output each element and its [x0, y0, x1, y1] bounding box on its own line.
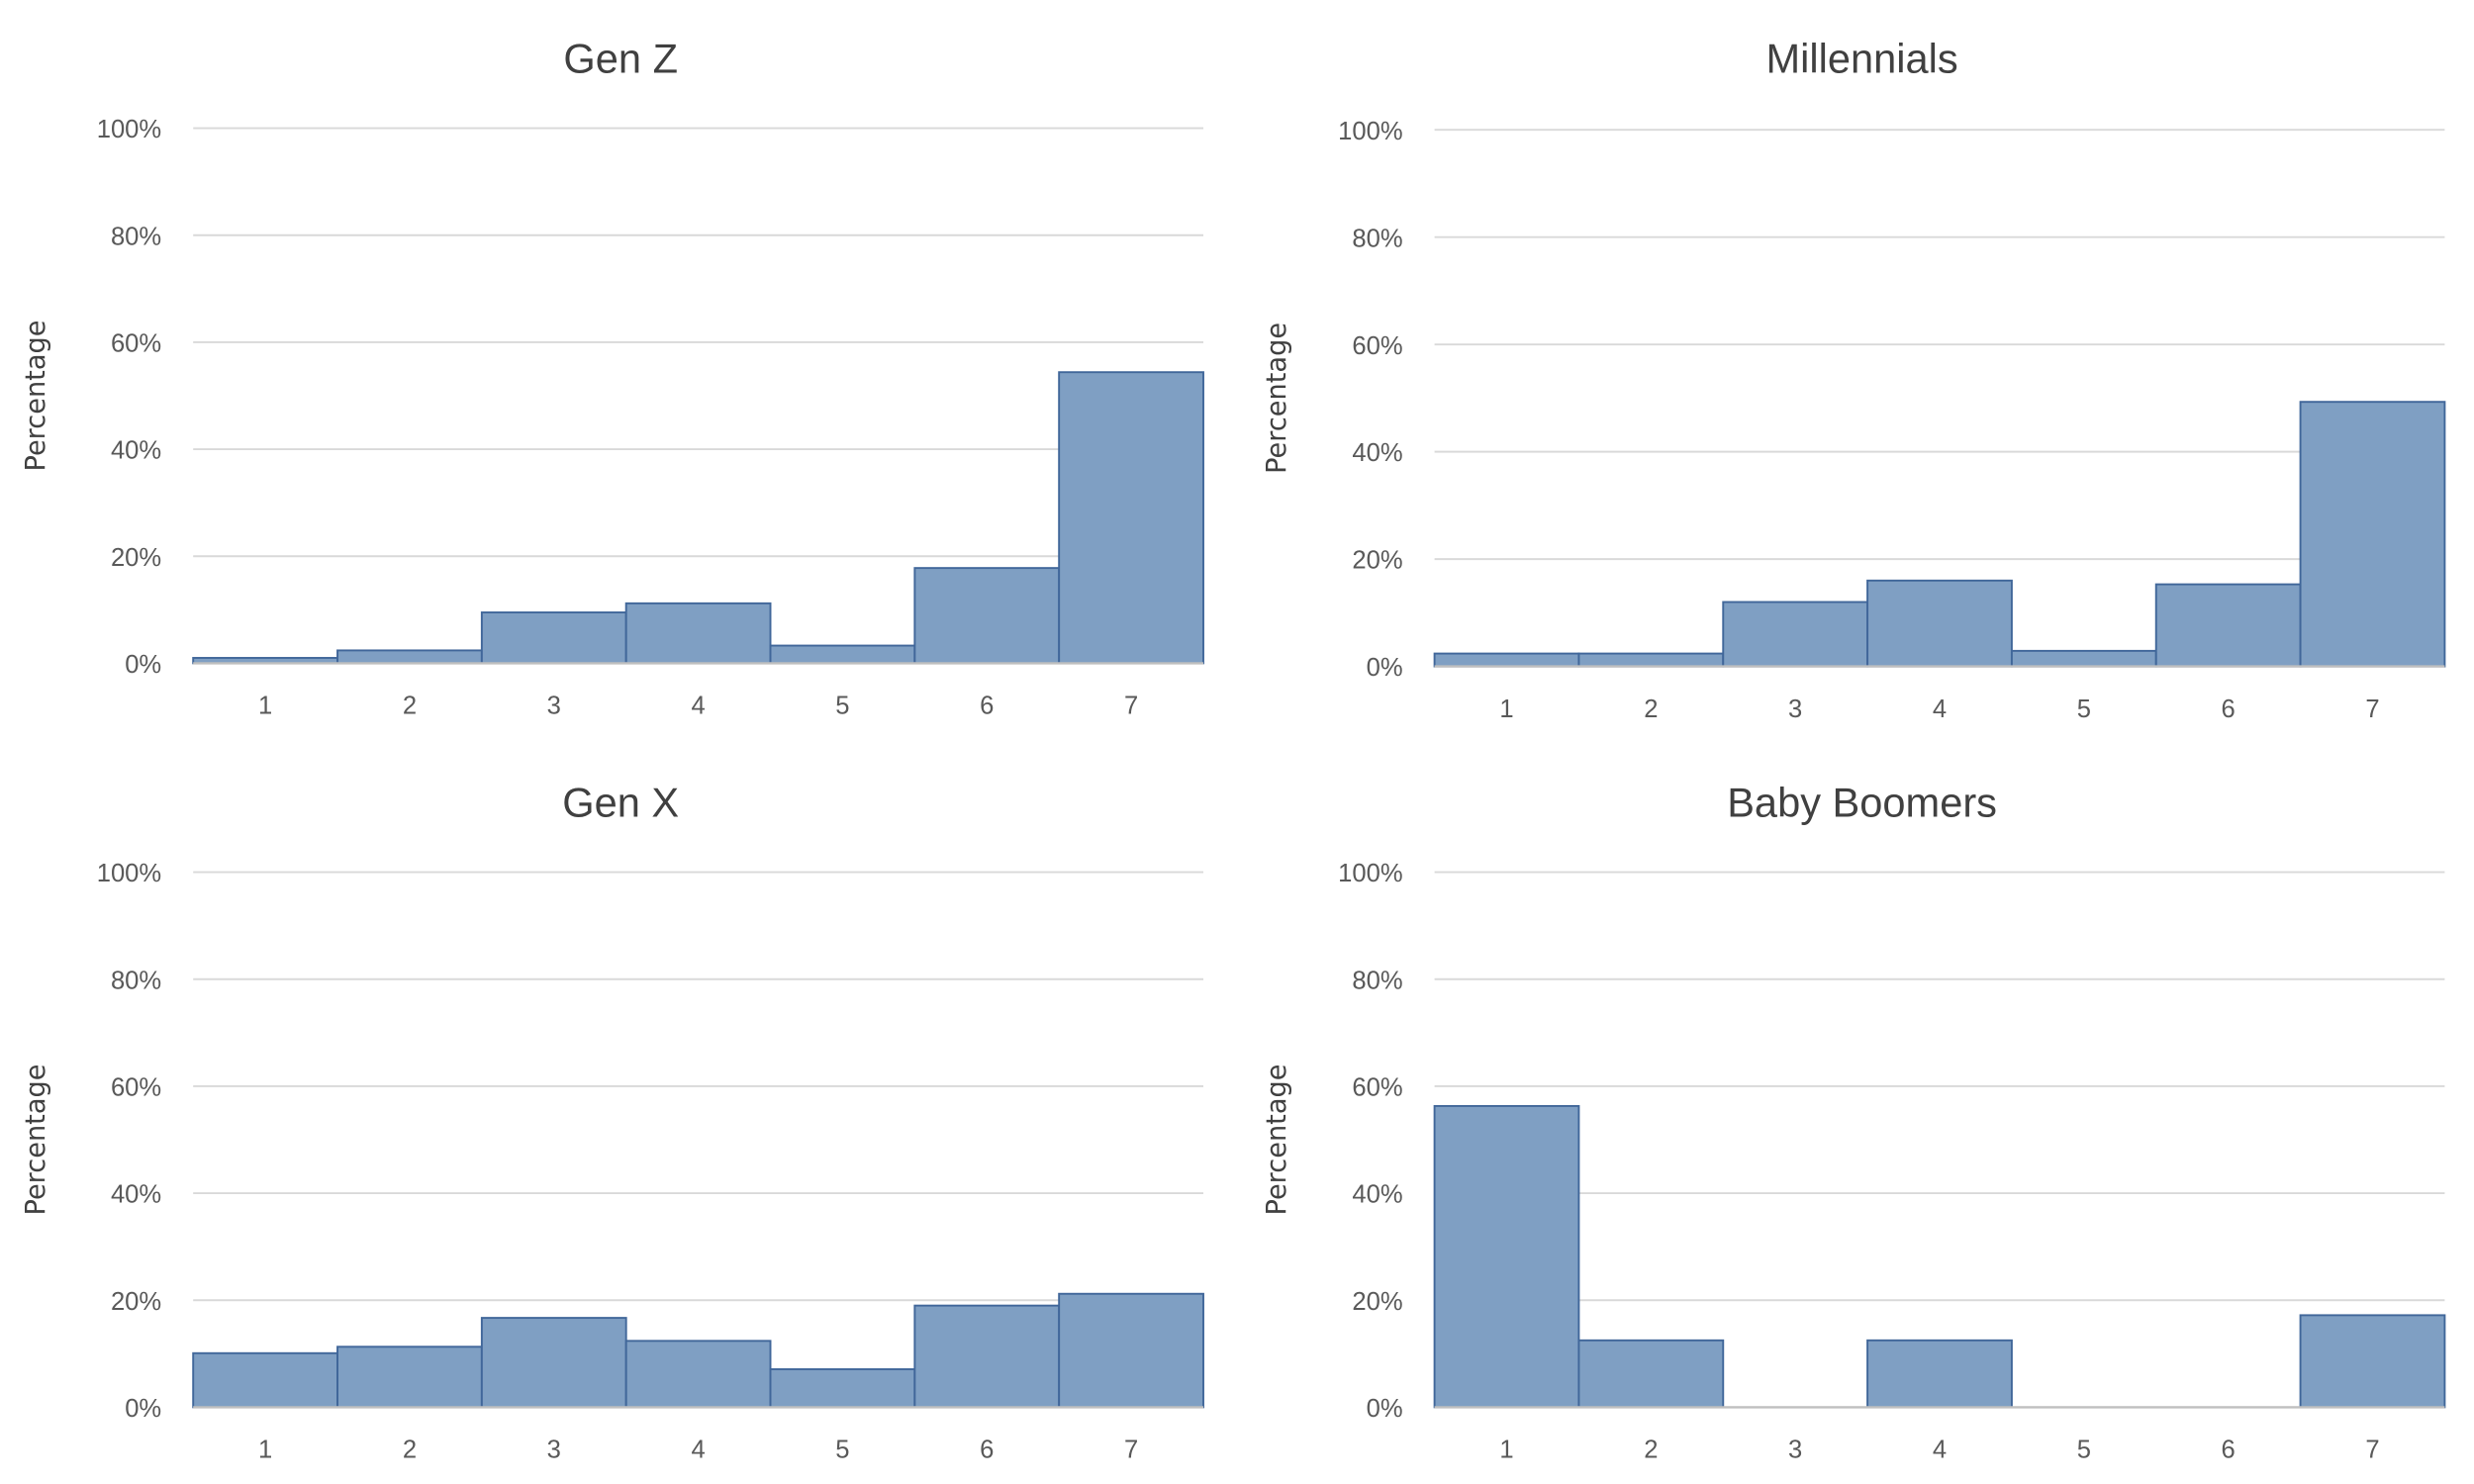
chart-title: Millennials [1766, 36, 1958, 82]
x-tick-label: 5 [2077, 1437, 2091, 1464]
y-tick-label: 100% [97, 116, 161, 143]
y-axis-label: Percentage [1262, 323, 1292, 474]
bar-5 [769, 644, 916, 665]
y-axis-label: Percentage [21, 1065, 51, 1216]
x-tick-label: 1 [1499, 1437, 1513, 1464]
bar-7 [2299, 1314, 2446, 1409]
y-tick-label: 0% [125, 1395, 161, 1423]
y-tick-label: 80% [1352, 967, 1402, 994]
x-tick-label: 5 [835, 1437, 849, 1464]
y-tick-label: 60% [111, 1074, 161, 1102]
bar-6 [913, 1304, 1061, 1409]
y-tick-label: 80% [111, 223, 161, 250]
y-tick-label: 0% [125, 651, 161, 679]
x-tick-label: 4 [691, 1437, 705, 1464]
bar-2 [336, 1345, 483, 1409]
bar-2 [1577, 652, 1725, 668]
y-tick-label: 60% [111, 330, 161, 358]
y-tick-label: 100% [97, 860, 161, 887]
y-axis-label: Percentage [1262, 1065, 1292, 1216]
x-tick-label: 2 [1644, 696, 1658, 723]
x-tick-label: 4 [691, 693, 705, 720]
y-tick-label: 20% [111, 544, 161, 572]
x-tick-label: 3 [547, 693, 561, 720]
bar-5 [769, 1368, 916, 1409]
x-tick-label: 7 [1124, 1437, 1138, 1464]
chart-panel-gen-z: Gen Z 0% 20% 40% 60% 80% 100% Percentage 1 2 3 4 5 6 7 [21, 36, 1204, 720]
y-tick-label: 80% [111, 967, 161, 994]
bar-1 [1433, 1104, 1580, 1409]
bar-7 [2299, 401, 2446, 668]
chart-panel-baby-boomers: Baby Boomers 0% 20% 40% 60% 80% 100% Percentage… [1262, 780, 2446, 1464]
bar-3 [480, 611, 627, 665]
chart-title: Gen Z [563, 36, 678, 82]
x-tick-label: 2 [1644, 1437, 1658, 1464]
y-tick-label: 100% [1338, 118, 1402, 145]
bar-6 [2154, 583, 2302, 668]
x-tick-label: 6 [2222, 1437, 2236, 1464]
bar-3 [480, 1317, 627, 1409]
x-tick-label: 7 [2365, 1437, 2379, 1464]
bar-5 [2010, 649, 2157, 668]
bar-4 [1866, 579, 2013, 668]
chart-panel-millennials: Millennials 0% 20% 40% 60% 80% 100% Percentage 1… [1262, 36, 2446, 723]
y-tick-label: 40% [1352, 1181, 1402, 1209]
x-tick-label: 4 [1933, 1437, 1947, 1464]
y-tick-label: 40% [111, 437, 161, 465]
bar-7 [1058, 371, 1204, 665]
x-tick-label: 2 [403, 1437, 417, 1464]
y-tick-label: 60% [1352, 332, 1402, 360]
y-tick-label: 40% [1352, 439, 1402, 467]
bar-6 [913, 567, 1061, 665]
bar-2 [1577, 1339, 1725, 1409]
x-tick-label: 6 [980, 693, 994, 720]
bar-7 [1058, 1292, 1204, 1409]
chart-panel-gen-x: Gen X 0% 20% 40% 60% 80% 100% Percentage 1 2 3 4 5 6 7 [21, 780, 1204, 1464]
bar-3 [1722, 601, 1869, 668]
bar-1 [1433, 652, 1580, 668]
bar-4 [624, 1340, 772, 1409]
x-tick-label: 2 [403, 693, 417, 720]
chart-title: Gen X [562, 780, 679, 826]
x-tick-label: 3 [547, 1437, 561, 1464]
x-tick-label: 6 [980, 1437, 994, 1464]
x-tick-label: 1 [1499, 696, 1513, 723]
y-tick-label: 0% [1367, 1395, 1403, 1423]
x-tick-label: 4 [1933, 696, 1947, 723]
x-tick-label: 3 [1788, 696, 1802, 723]
bar-4 [1866, 1339, 2013, 1409]
chart-title: Baby Boomers [1727, 780, 1997, 826]
x-tick-label: 1 [258, 693, 272, 720]
y-axis-label: Percentage [21, 321, 51, 472]
y-tick-label: 20% [1352, 547, 1402, 575]
y-tick-label: 60% [1352, 1074, 1402, 1102]
y-tick-label: 20% [1352, 1288, 1402, 1316]
y-tick-label: 0% [1367, 654, 1403, 682]
x-tick-label: 3 [1788, 1437, 1802, 1464]
bar-1 [192, 1351, 338, 1409]
x-tick-label: 7 [1124, 693, 1138, 720]
x-tick-label: 1 [258, 1437, 272, 1464]
y-tick-label: 80% [1352, 225, 1402, 252]
y-tick-label: 100% [1338, 860, 1402, 887]
bar-4 [624, 602, 772, 665]
bar-2 [336, 649, 483, 665]
y-tick-label: 20% [111, 1288, 161, 1316]
x-tick-label: 7 [2365, 696, 2379, 723]
x-tick-label: 5 [835, 693, 849, 720]
x-tick-label: 5 [2077, 696, 2091, 723]
x-tick-label: 6 [2222, 696, 2236, 723]
y-tick-label: 40% [111, 1181, 161, 1209]
